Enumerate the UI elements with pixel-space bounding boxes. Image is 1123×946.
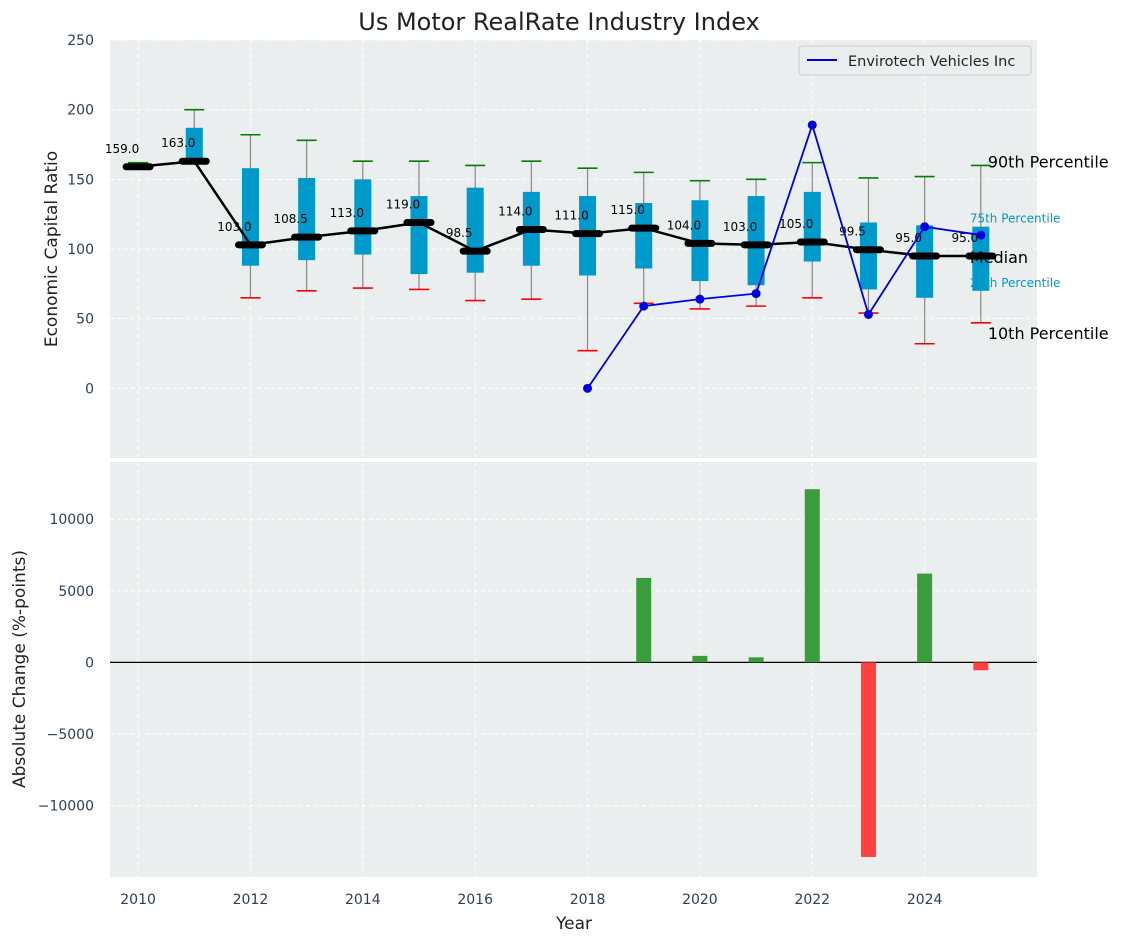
company-point [639, 301, 649, 311]
bottom-ytick-label: 5000 [58, 584, 94, 600]
top-ylabel: Economic Capital Ratio [42, 151, 62, 347]
median-value-label: 111.0 [554, 209, 588, 223]
iqr-box [747, 196, 765, 286]
bottom-ytick-label: −5000 [47, 727, 94, 743]
xtick-label: 2018 [570, 892, 606, 908]
bottom-ytick-label: 10000 [49, 512, 94, 528]
xtick-label: 2024 [907, 892, 943, 908]
company-point [976, 230, 986, 240]
median-value-label: 105.0 [779, 217, 813, 231]
iqr-box [635, 203, 653, 269]
median-value-label: 104.0 [667, 218, 701, 232]
legend-box [798, 45, 1032, 76]
company-point [807, 120, 817, 130]
median-value-label: 114.0 [498, 204, 532, 218]
median-value-label: 159.0 [105, 142, 139, 156]
median-value-label: 98.5 [446, 226, 473, 240]
change-bar [860, 662, 876, 857]
top-ytick-label: 250 [67, 33, 94, 49]
change-bar [973, 662, 989, 671]
iqr-box [241, 168, 259, 266]
median-value-label: 115.0 [611, 203, 645, 217]
top-ytick-label: 150 [67, 172, 94, 188]
annotation-p10: 10th Percentile [988, 324, 1109, 343]
change-bar [804, 489, 820, 663]
change-bar [748, 657, 764, 663]
company-point [863, 309, 873, 319]
company-point [751, 289, 761, 299]
company-point [920, 222, 930, 232]
xtick-label: 2022 [794, 892, 830, 908]
iqr-box [185, 127, 203, 162]
annotation-p90: 90th Percentile [988, 152, 1109, 171]
change-bar [692, 655, 708, 663]
top-ytick-label: 50 [76, 312, 94, 328]
median-value-label: 103.0 [217, 220, 251, 234]
median-value-label: 103.0 [723, 220, 757, 234]
company-line [586, 121, 981, 389]
company-point [695, 294, 705, 304]
xtick-label: 2010 [120, 892, 156, 908]
xtick-label: 2016 [457, 892, 493, 908]
bottom-ytick-label: 0 [85, 655, 94, 671]
chart-title: Us Motor RealRate Industry Index [358, 8, 760, 36]
bottom-ytick-label: −10000 [38, 798, 94, 814]
iqr-box [354, 179, 372, 255]
change-bar [636, 577, 652, 663]
median-value-label: 119.0 [386, 198, 420, 212]
annotation-median: Median [970, 248, 1028, 267]
iqr-box [916, 225, 934, 298]
bottom-xlabel: Year [555, 914, 592, 934]
iqr-box [410, 196, 428, 275]
median-line [137, 159, 981, 258]
xtick-label: 2020 [682, 892, 718, 908]
xtick-label: 2014 [345, 892, 381, 908]
top-ytick-label: 200 [67, 103, 94, 119]
median-value-label: 163.0 [161, 136, 195, 150]
bottom-ylabel: Absolute Change (%-points) [10, 550, 30, 788]
iqr-box [859, 222, 877, 290]
annotation-q1: 25th Percentile [970, 276, 1061, 290]
legend-company-label: Envirotech Vehicles Inc [848, 54, 1015, 70]
company-point [583, 383, 593, 393]
xtick-label: 2012 [233, 892, 269, 908]
annotation-q3: 75th Percentile [970, 212, 1061, 226]
median-value-label: 113.0 [330, 206, 364, 220]
top-ytick-label: 100 [67, 242, 94, 258]
top-ytick-label: 0 [85, 381, 94, 397]
median-value-label: 108.5 [273, 212, 307, 226]
change-bar [917, 573, 933, 663]
bottom-plot-area [110, 462, 1037, 877]
